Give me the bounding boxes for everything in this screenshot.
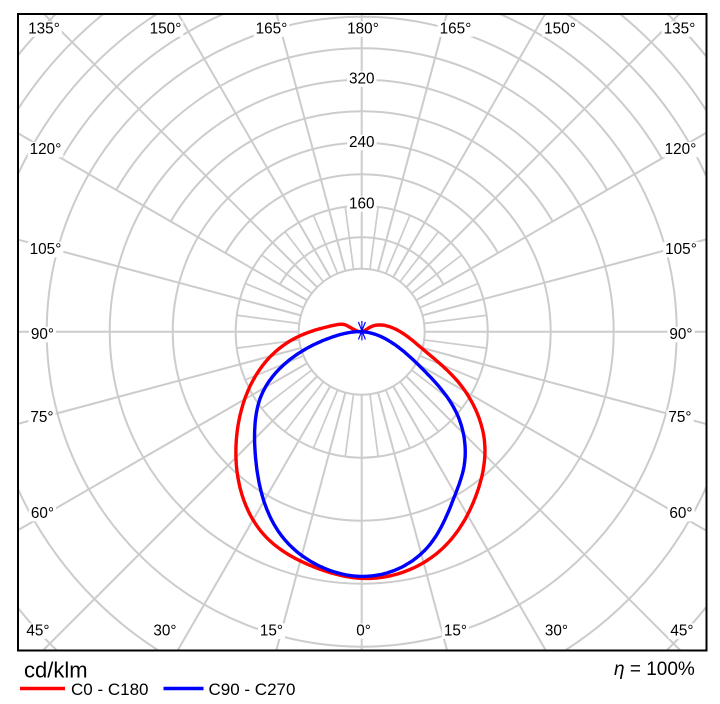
svg-text:240: 240	[349, 134, 375, 151]
svg-text:cd/klm: cd/klm	[24, 658, 88, 683]
svg-text:135°: 135°	[28, 21, 60, 38]
svg-text:60°: 60°	[669, 505, 692, 522]
svg-text:60°: 60°	[31, 505, 54, 522]
svg-text:180°: 180°	[347, 21, 379, 38]
svg-text:165°: 165°	[256, 21, 288, 38]
svg-text:45°: 45°	[26, 623, 49, 640]
svg-text:30°: 30°	[153, 623, 176, 640]
svg-text:320: 320	[349, 71, 375, 88]
svg-text:75°: 75°	[668, 409, 691, 426]
svg-text:30°: 30°	[545, 623, 568, 640]
svg-text:η = 100%: η = 100%	[614, 659, 695, 680]
svg-text:160: 160	[349, 196, 375, 213]
svg-text:120°: 120°	[665, 141, 697, 158]
svg-text:90°: 90°	[31, 326, 54, 343]
svg-text:C0 - C180: C0 - C180	[71, 680, 148, 699]
svg-text:165°: 165°	[440, 21, 472, 38]
svg-text:45°: 45°	[670, 623, 693, 640]
svg-text:75°: 75°	[30, 409, 53, 426]
svg-text:15°: 15°	[260, 623, 283, 640]
svg-text:105°: 105°	[665, 241, 697, 258]
svg-text:105°: 105°	[30, 241, 62, 258]
svg-text:150°: 150°	[150, 21, 182, 38]
svg-text:120°: 120°	[30, 141, 62, 158]
svg-text:150°: 150°	[544, 21, 576, 38]
svg-text:135°: 135°	[664, 21, 696, 38]
svg-text:90°: 90°	[669, 326, 692, 343]
svg-text:15°: 15°	[444, 623, 467, 640]
svg-text:0°: 0°	[356, 623, 371, 640]
svg-text:C90 - C270: C90 - C270	[209, 680, 296, 699]
